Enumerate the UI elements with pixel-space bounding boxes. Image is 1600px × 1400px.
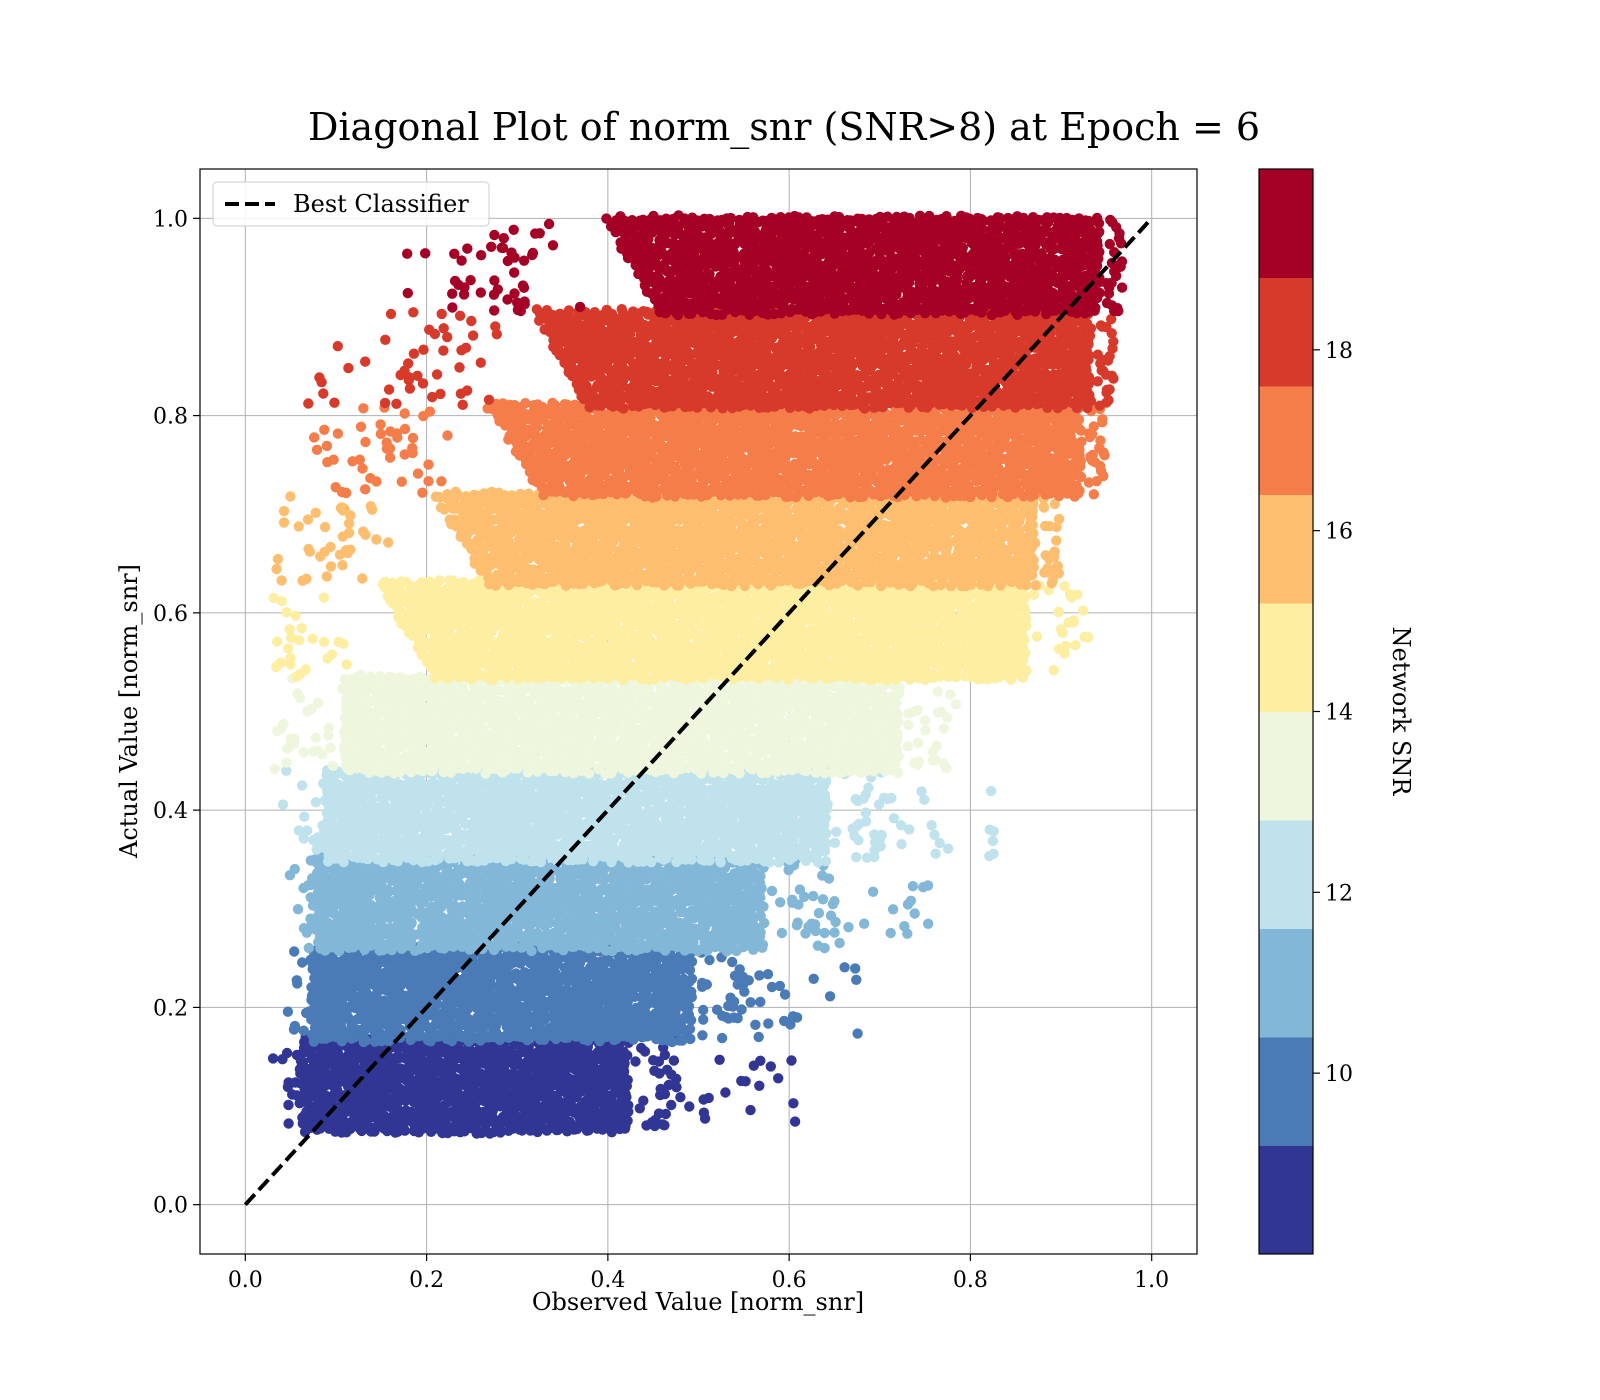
colorbar-tick-label: 14 (1325, 701, 1353, 726)
colorbar-band-16.4 (1259, 386, 1313, 495)
colorbar-band-15.2 (1259, 494, 1313, 604)
chart-title: Diagonal Plot of norm_snr (SNR>8) at Epo… (308, 105, 1260, 150)
band-outliers-snr-8 (267, 1034, 801, 1136)
y-axis-ticks: 0.0 0.2 0.4 0.6 0.8 1.0 (153, 207, 200, 1219)
colorbar-band-9.2 (1259, 1037, 1313, 1146)
scatter-points (267, 210, 1128, 1139)
y-tick-label: 0.4 (153, 799, 188, 824)
colorbar-band-14 (1259, 603, 1313, 712)
y-tick-label: 1.0 (153, 207, 188, 232)
best-classifier-line (243, 216, 1154, 1207)
band-points-snr-12.8 (337, 668, 906, 779)
colorbar-label: Network SNR (1387, 627, 1415, 797)
colorbar-band-18.8 (1259, 169, 1313, 278)
x-tick-label: 0.0 (228, 1268, 263, 1293)
y-tick-label: 0.6 (153, 602, 188, 627)
band-outliers-snr-17.6 (303, 307, 1119, 411)
legend-label-best-classifier: Best Classifier (293, 190, 469, 218)
band-points-snr-8 (297, 1030, 634, 1139)
y-tick-label: 0.2 (153, 996, 188, 1021)
colorbar-tick-label: 16 (1325, 520, 1353, 545)
x-tick-label: 0.4 (590, 1268, 625, 1293)
legend-box (212, 181, 490, 227)
x-axis-ticks: 0.0 0.2 0.4 0.6 0.8 1.0 (228, 1254, 1169, 1293)
band-outliers-snr-9.2 (282, 943, 863, 1044)
band-points-snr-10.4 (309, 851, 770, 957)
band-points-snr-16.4 (482, 397, 1087, 503)
x-tick-label: 0.8 (953, 1268, 988, 1293)
x-tick-label: 1.0 (1134, 1268, 1169, 1293)
colorbar-tick-label: 10 (1325, 1062, 1353, 1087)
y-tick-label: 0.0 (153, 1194, 188, 1219)
legend: Best Classifier (212, 181, 490, 227)
x-tick-label: 0.2 (409, 1268, 444, 1293)
colorbar-band-11.6 (1259, 820, 1313, 929)
colorbar: 10 12 14 16 18 Network SNR (1258, 168, 1415, 1255)
band-points-snr-14 (377, 575, 1032, 685)
band-points-snr-18.8 (601, 210, 1105, 321)
plot-area: 0.0 0.2 0.4 0.6 0.8 1.0 0.0 0.2 0.4 0.6 0.8 1.0 (153, 168, 1198, 1293)
band-points-snr-15.2 (430, 486, 1041, 592)
x-axis-label: Observed Value [norm_snr] (532, 1288, 864, 1316)
plot-frame (199, 168, 1198, 1255)
band-outliers-snr-10.4 (284, 855, 934, 954)
y-axis-label: Actual Value [norm_snr] (115, 564, 143, 859)
colorbar-bands (1259, 169, 1313, 1255)
colorbar-band-17.6 (1259, 277, 1313, 387)
colorbar-band-12.8 (1259, 711, 1313, 821)
colorbar-band-10.4 (1259, 928, 1313, 1038)
colorbar-ticks: 10 12 14 16 18 (1313, 339, 1353, 1087)
band-points-snr-9.2 (305, 940, 698, 1048)
colorbar-band-8 (1259, 1145, 1313, 1255)
x-tick-label: 0.6 (772, 1268, 807, 1293)
best-classifier-diagonal (243, 216, 1154, 1207)
band-points-snr-11.6 (319, 762, 833, 868)
band-points-snr-17.6 (531, 303, 1097, 414)
y-tick-label: 0.8 (153, 405, 188, 430)
colorbar-tick-label: 12 (1325, 881, 1353, 906)
colorbar-tick-label: 18 (1325, 339, 1353, 364)
